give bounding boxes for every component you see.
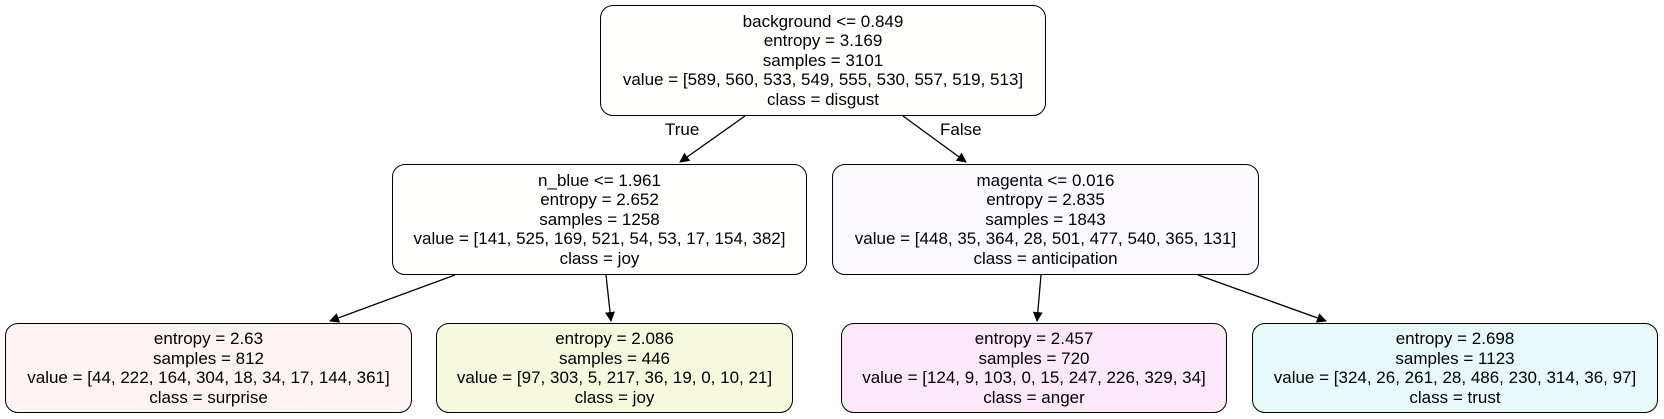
node-class: class = surprise — [149, 387, 268, 407]
edge-left-to-joy — [605, 274, 615, 322]
node-class: class = disgust — [767, 89, 879, 109]
node-class: class = anticipation — [973, 248, 1118, 268]
node-entropy: entropy = 2.457 — [974, 329, 1094, 348]
tree-leaf-joy: entropy = 2.086 samples = 446 value = [9… — [436, 323, 793, 413]
node-class: class = trust — [1409, 387, 1501, 407]
tree-leaf-trust: entropy = 2.698 samples = 1123 value = [… — [1252, 323, 1658, 413]
node-value: value = [44, 222, 164, 304, 18, 34, 17, … — [27, 368, 390, 387]
node-value: value = [124, 9, 103, 0, 15, 247, 226, 3… — [862, 368, 1206, 387]
edge-right-to-anger — [1032, 274, 1043, 322]
node-samples: samples = 1843 — [985, 209, 1106, 229]
node-value: value = [141, 525, 169, 521, 54, 53, 17,… — [413, 229, 786, 249]
node-samples: samples = 812 — [152, 348, 265, 368]
node-entropy: entropy = 2.086 — [555, 329, 674, 348]
node-samples: samples = 1258 — [539, 209, 660, 229]
node-samples: samples = 446 — [558, 348, 671, 368]
node-entropy: entropy = 3.169 — [763, 31, 883, 51]
node-class: class = anger — [983, 387, 1085, 407]
node-class: class = joy — [559, 248, 640, 268]
tree-node-root: background <= 0.849 entropy = 3.169 samp… — [600, 5, 1046, 116]
node-entropy: entropy = 2.698 — [1395, 329, 1515, 348]
node-value: value = [324, 26, 261, 28, 486, 230, 314… — [1273, 368, 1637, 387]
node-condition: background <= 0.849 — [742, 11, 904, 31]
tree-leaf-surprise: entropy = 2.63 samples = 812 value = [44… — [5, 323, 412, 413]
node-samples: samples = 3101 — [762, 50, 884, 70]
edge-label-false: False — [940, 120, 982, 139]
node-condition: magenta <= 0.016 — [976, 170, 1115, 190]
node-class: class = joy — [574, 387, 655, 407]
node-value: value = [448, 35, 364, 28, 501, 477, 540… — [854, 229, 1237, 249]
node-value: value = [589, 560, 533, 549, 555, 530, 5… — [622, 70, 1024, 90]
node-entropy: entropy = 2.652 — [540, 190, 659, 210]
node-value: value = [97, 303, 5, 217, 36, 19, 0, 10,… — [456, 368, 773, 387]
tree-node-n-blue-split: n_blue <= 1.961 entropy = 2.652 samples … — [392, 164, 807, 275]
edge-left-to-surprise — [329, 274, 456, 323]
tree-node-magenta-split: magenta <= 0.016 entropy = 2.835 samples… — [832, 164, 1259, 275]
edge-root-to-right — [902, 115, 967, 163]
node-samples: samples = 720 — [978, 348, 1090, 368]
tree-leaf-anger: entropy = 2.457 samples = 720 value = [1… — [841, 323, 1227, 413]
edge-root-to-left — [679, 115, 746, 163]
edge-right-to-trust — [1197, 274, 1327, 323]
node-condition: n_blue <= 1.961 — [538, 170, 661, 190]
node-samples: samples = 1123 — [1395, 348, 1515, 368]
edge-label-true: True — [665, 120, 700, 139]
node-entropy: entropy = 2.63 — [153, 329, 264, 348]
node-entropy: entropy = 2.835 — [986, 190, 1105, 210]
